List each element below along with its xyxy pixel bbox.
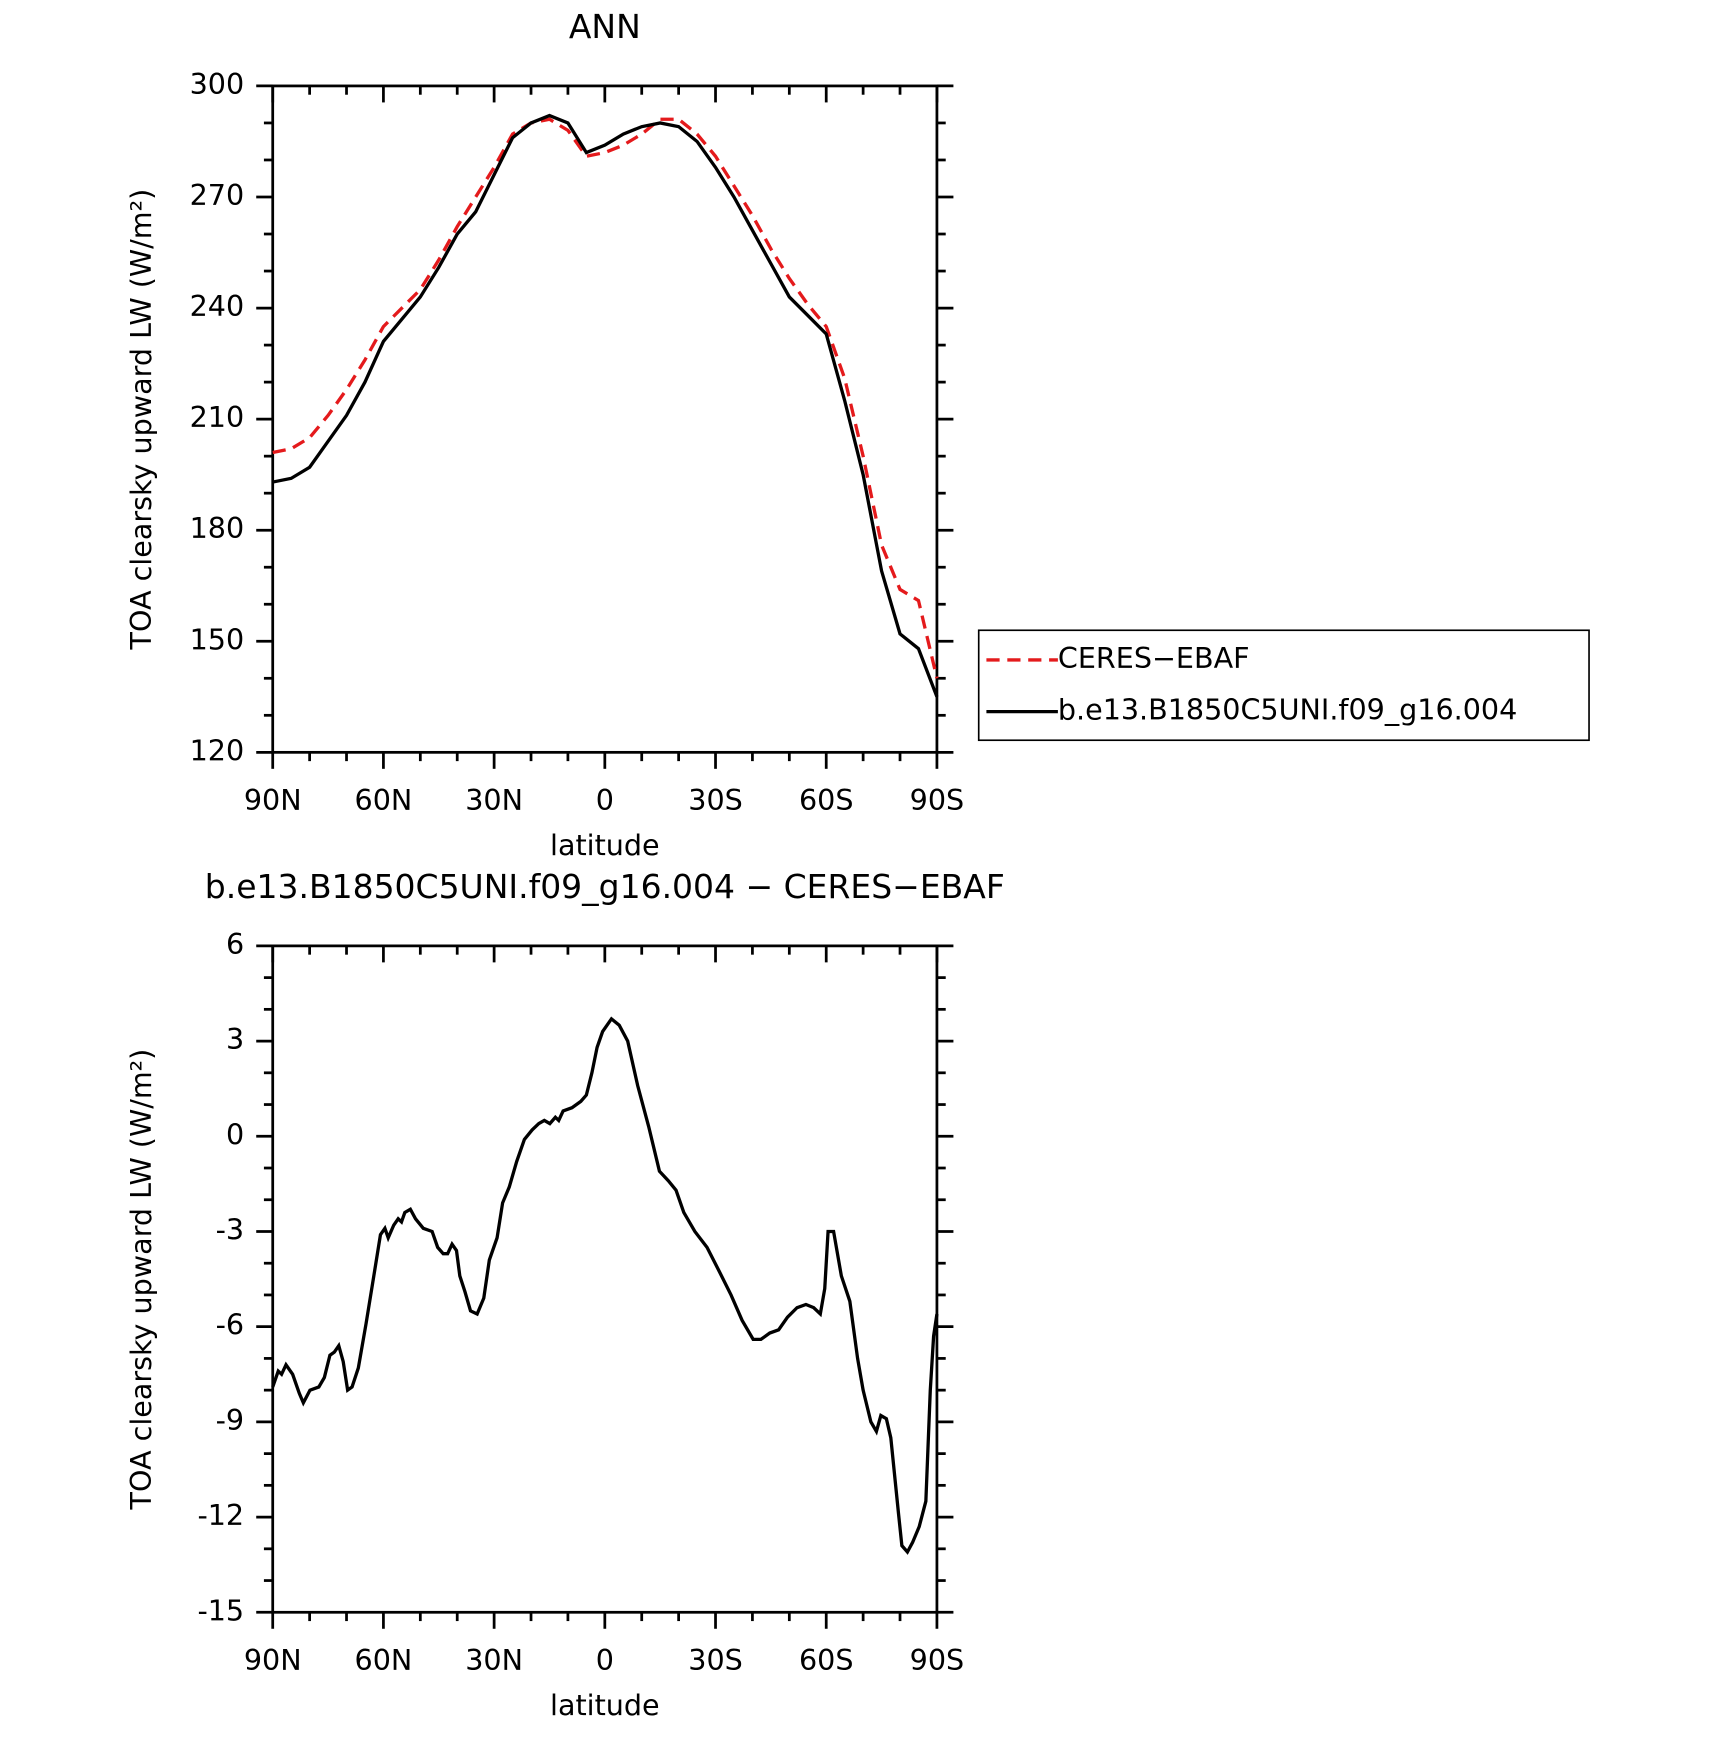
y-tick-label: 240: [190, 289, 245, 323]
chart-title: ANN: [569, 7, 641, 46]
x-tick-label: 30N: [465, 1643, 523, 1677]
y-tick-label: 120: [190, 733, 245, 767]
x-tick-label: 90S: [910, 1643, 965, 1677]
y-tick-label: -12: [197, 1498, 244, 1532]
legend-label: CERES−EBAF: [1058, 641, 1250, 675]
y-tick-label: 6: [226, 927, 244, 961]
y-tick-label: 3: [226, 1022, 244, 1056]
y-tick-label: -6: [216, 1308, 245, 1342]
x-axis-label: latitude: [550, 828, 660, 862]
y-tick-label: -3: [216, 1212, 245, 1246]
y-tick-label: 150: [190, 622, 245, 656]
y-tick-label: 300: [190, 67, 245, 101]
y-tick-label: 0: [226, 1117, 244, 1151]
legend-label: b.e13.B1850C5UNI.f09_g16.004: [1058, 693, 1517, 727]
data-line: [272, 113, 939, 698]
x-tick-label: 60N: [355, 1643, 413, 1677]
y-tick-label: -15: [197, 1593, 244, 1627]
x-tick-label: 30S: [688, 1643, 743, 1677]
y-tick-label: -9: [216, 1403, 245, 1437]
y-tick-label: 270: [190, 178, 245, 212]
plot-frame: [271, 84, 939, 754]
y-axis-label: TOA clearsky upward LW (W/m²): [124, 1049, 158, 1511]
x-tick-label: 60S: [799, 1643, 854, 1677]
x-tick-label: 60N: [355, 783, 413, 817]
legend-box: [977, 629, 1590, 742]
x-tick-label: 90S: [910, 783, 965, 817]
x-tick-label: 30S: [688, 783, 743, 817]
y-tick-label: 180: [190, 511, 245, 545]
x-tick-label: 60S: [799, 783, 854, 817]
x-tick-label: 0: [596, 783, 614, 817]
data-line: [271, 1016, 939, 1555]
y-axis-label: TOA clearsky upward LW (W/m²): [124, 189, 158, 651]
x-tick-label: 30N: [465, 783, 523, 817]
x-tick-label: 90N: [244, 1643, 302, 1677]
x-tick-label: 0: [596, 1643, 614, 1677]
x-axis-label: latitude: [550, 1688, 660, 1722]
chart-title: b.e13.B1850C5UNI.f09_g16.004 − CERES−EBA…: [205, 867, 1005, 906]
y-tick-label: 210: [190, 400, 245, 434]
data-line: [272, 117, 939, 679]
x-tick-label: 90N: [244, 783, 302, 817]
